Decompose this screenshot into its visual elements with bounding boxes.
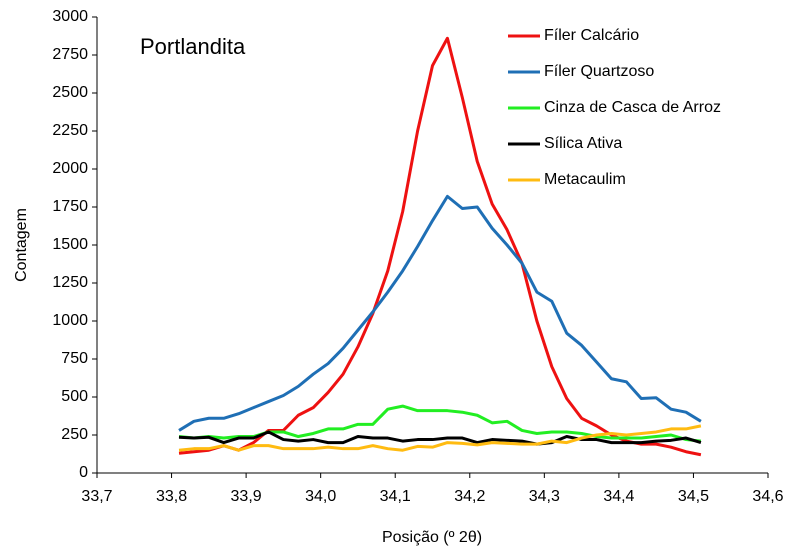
y-tick-label: 1500 (52, 236, 88, 253)
x-tick-label: 33,8 (156, 488, 187, 505)
x-tick-label: 33,7 (81, 488, 112, 505)
x-tick-label: 34,6 (752, 488, 783, 505)
x-tick-label: 34,4 (603, 488, 634, 505)
legend-label: Sílica Ativa (544, 135, 622, 152)
x-tick-label: 34,2 (454, 488, 485, 505)
x-axis-label: Posição (º 2θ) (382, 529, 482, 546)
legend-label: Cinza de Casca de Arroz (544, 99, 721, 116)
x-tick-label: 34,1 (380, 488, 411, 505)
series-line (178, 430, 702, 446)
x-tick-label: 34,3 (529, 488, 560, 505)
y-tick-label: 1000 (52, 312, 88, 329)
y-tick-label: 2000 (52, 160, 88, 177)
y-tick-label: 2750 (52, 46, 88, 63)
y-tick-label: 3000 (52, 8, 88, 25)
x-tick-label: 33,9 (231, 488, 262, 505)
chart-title: Portlandita (140, 34, 246, 59)
legend-label: Fíler Calcário (544, 27, 639, 44)
y-tick-label: 1250 (52, 274, 88, 291)
y-tick-label: 250 (61, 426, 88, 443)
y-tick-label: 2500 (52, 84, 88, 101)
y-tick-label: 1750 (52, 198, 88, 215)
y-tick-label: 0 (79, 464, 88, 481)
y-tick-label: 2250 (52, 122, 88, 139)
y-tick-label: 500 (61, 388, 88, 405)
legend-label: Metacaulim (544, 171, 626, 188)
series-line (178, 424, 702, 452)
y-axis-label: Contagem (13, 208, 30, 282)
x-tick-label: 34,5 (678, 488, 709, 505)
y-tick-label: 750 (61, 350, 88, 367)
x-tick-label: 34,0 (305, 488, 336, 505)
series-line (178, 194, 702, 432)
legend-label: Fíler Quartzoso (544, 63, 654, 80)
